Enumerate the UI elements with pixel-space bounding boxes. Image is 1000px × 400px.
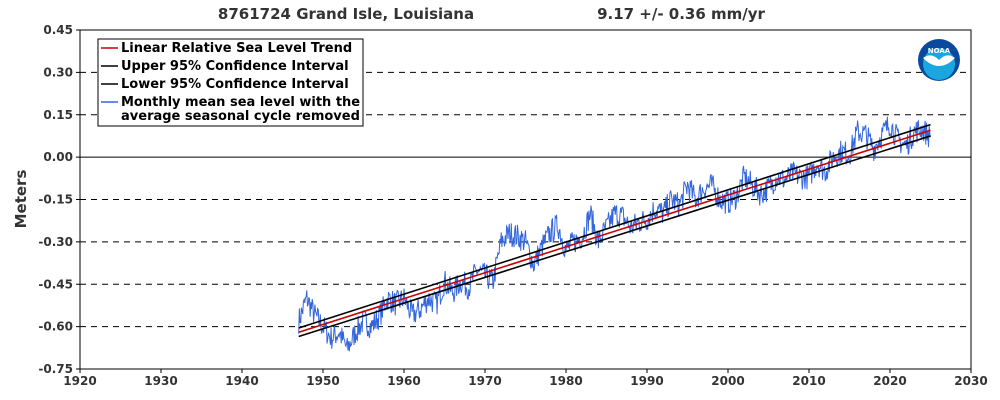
legend-monthly-label-line2: average seasonal cycle removed — [121, 109, 360, 124]
x-tick-label: 1940 — [225, 374, 258, 388]
x-tick-label: 2030 — [954, 374, 987, 388]
y-tick-label: -0.45 — [38, 277, 73, 291]
x-tick-label: 2010 — [792, 374, 825, 388]
legend-upper-label: Upper 95% Confidence Interval — [121, 59, 349, 74]
x-tick-label: 2020 — [873, 374, 906, 388]
noaa-logo: NOAA — [918, 39, 960, 81]
legend-trend-label: Linear Relative Sea Level Trend — [121, 41, 352, 56]
x-tick-label: 1930 — [144, 374, 177, 388]
x-tick-label: 1950 — [306, 374, 339, 388]
series-monthly-mean-line — [298, 116, 931, 352]
legend-monthly-label: Monthly mean sea level with the — [121, 95, 360, 110]
y-tick-label: -0.30 — [38, 235, 73, 249]
series-lower-ci-line — [298, 135, 931, 338]
x-tick-label: 1970 — [468, 374, 501, 388]
x-tick-label: 1920 — [63, 374, 96, 388]
y-tick-label: -0.75 — [38, 362, 73, 376]
series-upper-ci-line — [298, 123, 931, 329]
data-series — [298, 116, 931, 352]
axes: 0.45 0.30 0.15 0.00 -0.15 -0.30 -0.45 -0.60 -0.7… — [38, 23, 987, 388]
series-trend-line — [298, 129, 931, 334]
legend: Linear Relative Sea Level Trend Upper 95… — [97, 38, 364, 127]
chart-title: 8761724 Grand Isle, Louisiana — [218, 5, 474, 23]
y-tick-label: 0.00 — [43, 150, 73, 164]
noaa-logo-text: NOAA — [928, 47, 951, 55]
y-tick-label: 0.30 — [43, 65, 73, 79]
x-tick-label: 2000 — [711, 374, 744, 388]
x-tick-label: 1960 — [387, 374, 420, 388]
y-tick-label: -0.60 — [38, 320, 73, 334]
chart-rate: 9.17 +/- 0.36 mm/yr — [597, 5, 765, 23]
y-tick-label: 0.45 — [43, 23, 73, 37]
y-tick-label: 0.15 — [43, 108, 73, 122]
x-tick-label: 1990 — [630, 374, 663, 388]
legend-box — [97, 38, 364, 127]
x-tick-label: 1980 — [549, 374, 582, 388]
legend-lower-label: Lower 95% Confidence Interval — [121, 77, 349, 92]
noaa-logo-bird-icon — [923, 55, 955, 66]
y-axis-label: Meters — [12, 170, 30, 229]
y-tick-label: -0.15 — [38, 193, 73, 207]
